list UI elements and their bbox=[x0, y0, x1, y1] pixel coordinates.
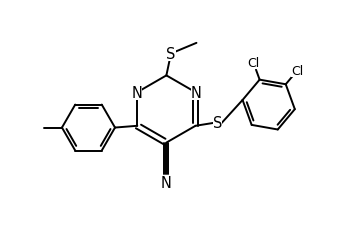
Text: N: N bbox=[131, 85, 142, 100]
Text: Cl: Cl bbox=[247, 57, 259, 70]
Text: Cl: Cl bbox=[291, 64, 304, 77]
Text: S: S bbox=[213, 116, 222, 131]
Text: N: N bbox=[161, 175, 172, 190]
Text: S: S bbox=[166, 47, 176, 62]
Text: N: N bbox=[191, 85, 202, 100]
